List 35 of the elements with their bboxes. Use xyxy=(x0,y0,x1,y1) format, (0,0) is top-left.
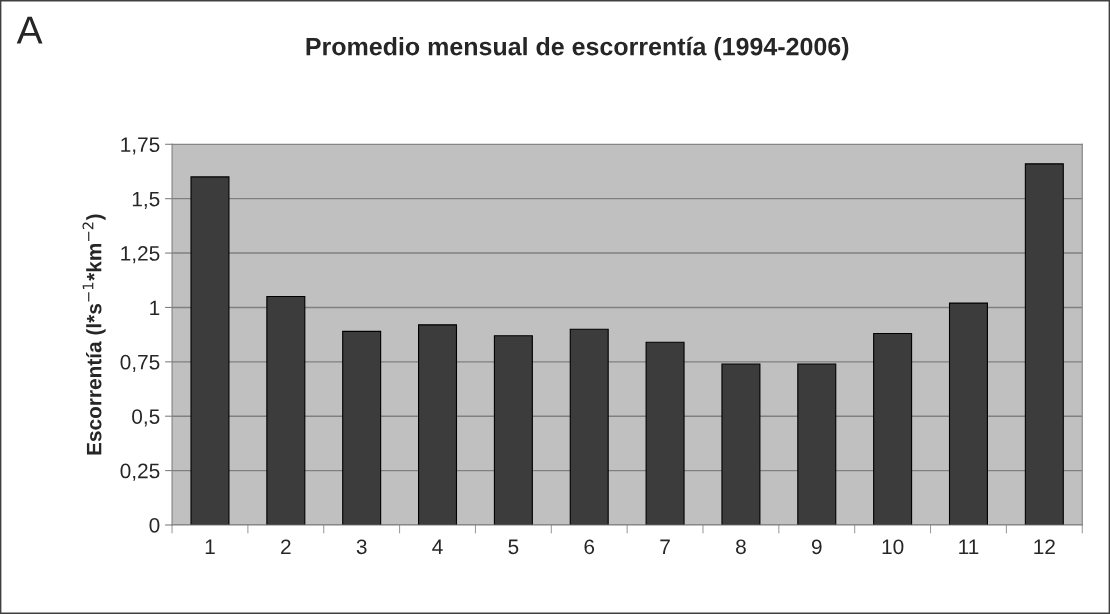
y-tick-label: 0,25 xyxy=(120,463,160,481)
x-tick-label: 10 xyxy=(882,539,904,555)
x-tick-label: 5 xyxy=(508,539,519,555)
x-tick-label: 9 xyxy=(811,539,822,555)
x-tick-label: 12 xyxy=(1034,539,1055,554)
x-tick-label: 1 xyxy=(205,539,215,554)
bar xyxy=(569,328,609,525)
y-axis-title: Escorrentía (l*s$^{−1}$*km$^{−2}$) xyxy=(82,214,106,455)
y-tick-label: 1,5 xyxy=(132,191,160,209)
y-tick-label: 1 xyxy=(150,300,160,315)
bar xyxy=(493,335,533,525)
bar xyxy=(190,176,230,525)
x-tick-label: 2 xyxy=(281,539,291,554)
bar xyxy=(266,296,306,525)
bar xyxy=(948,302,988,525)
bar xyxy=(418,324,458,525)
bar xyxy=(721,363,761,525)
y-tick-label: 0,75 xyxy=(120,354,160,373)
bar xyxy=(873,332,913,525)
y-tick-label: 0 xyxy=(149,517,160,533)
x-tick-label: 7 xyxy=(660,539,670,554)
bar xyxy=(797,363,837,525)
x-tick-label: 4 xyxy=(432,539,443,554)
bar xyxy=(1024,163,1064,525)
x-tick-label: 6 xyxy=(584,539,595,555)
bar xyxy=(645,341,685,525)
x-tick-label: 8 xyxy=(736,539,746,555)
y-tick-label: 1,75 xyxy=(121,137,160,155)
y-tick-label: 1,25 xyxy=(121,246,160,264)
x-tick-label: 3 xyxy=(356,539,367,555)
chart-title: Promedio mensual de escorrentía (1994-2006) xyxy=(306,36,849,61)
x-tick-label: 11 xyxy=(959,539,979,554)
y-tick-label: 0,5 xyxy=(132,409,160,427)
bar xyxy=(342,330,382,525)
text: A xyxy=(16,16,43,44)
